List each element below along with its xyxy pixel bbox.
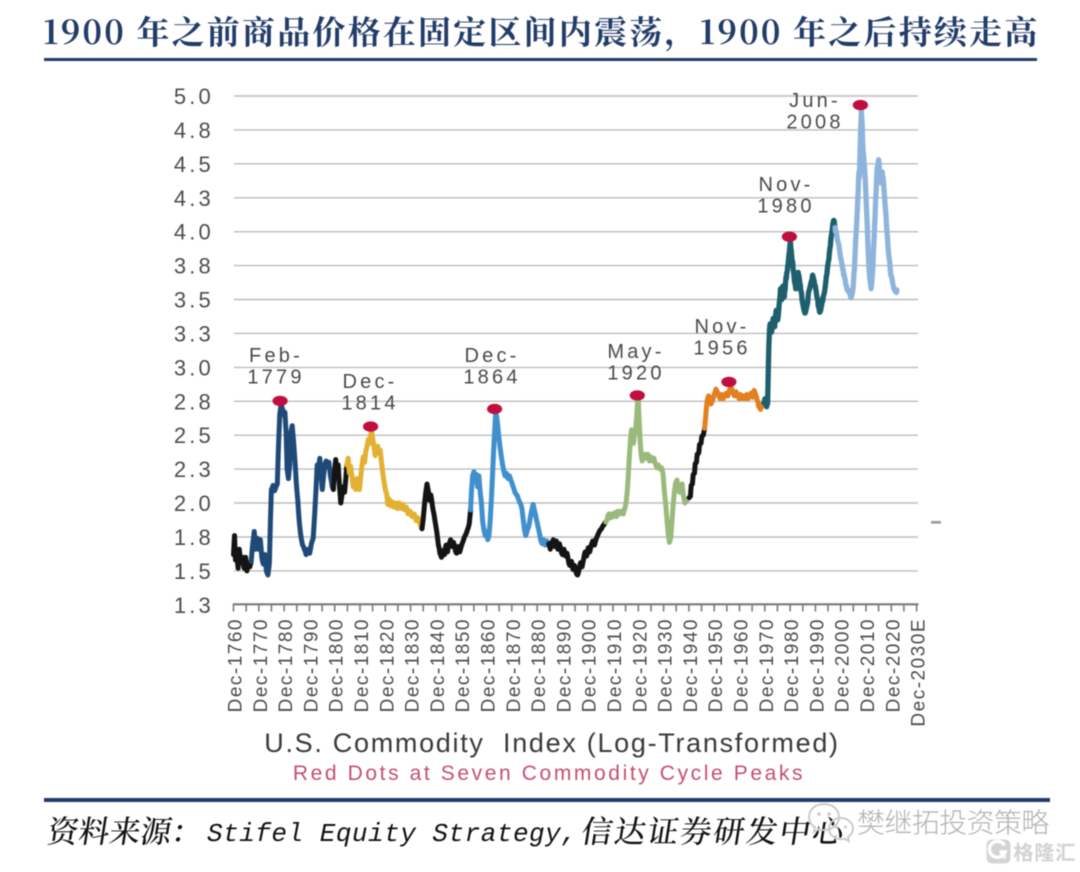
svg-text:Dec-1810: Dec-1810 xyxy=(352,618,373,712)
svg-text:Red Dots at Seven Commodity Cy: Red Dots at Seven Commodity Cycle Peaks xyxy=(293,762,805,785)
svg-text:Dec-1930: Dec-1930 xyxy=(656,618,677,712)
svg-text:Feb-: Feb- xyxy=(249,345,303,367)
svg-text:Dec-1890: Dec-1890 xyxy=(554,618,575,712)
svg-text:U.S. Commodity Index (Log-Tra: U.S. Commodity Index (Log-Transformed) xyxy=(264,728,839,758)
svg-text:1779: 1779 xyxy=(247,367,304,389)
svg-text:3.8: 3.8 xyxy=(174,254,214,279)
svg-text:Dec-2000: Dec-2000 xyxy=(833,618,854,712)
svg-text:1814: 1814 xyxy=(341,393,398,415)
svg-text:1.3: 1.3 xyxy=(174,593,214,618)
svg-text:Dec-1780: Dec-1780 xyxy=(276,618,297,712)
svg-text:Dec-1790: Dec-1790 xyxy=(301,618,322,712)
svg-text:Jun-: Jun- xyxy=(789,90,841,112)
svg-text:Dec-1980: Dec-1980 xyxy=(782,618,803,712)
svg-text:Dec-1860: Dec-1860 xyxy=(479,618,500,712)
svg-text:1956: 1956 xyxy=(693,338,750,360)
svg-text:4.0: 4.0 xyxy=(174,220,214,245)
svg-text:Dec-1990: Dec-1990 xyxy=(807,618,828,712)
svg-text:2.5: 2.5 xyxy=(174,423,214,448)
svg-text:Dec-1880: Dec-1880 xyxy=(529,618,550,712)
svg-text:4.8: 4.8 xyxy=(174,118,214,143)
svg-text:Nov-: Nov- xyxy=(758,174,813,196)
svg-text:Nov-: Nov- xyxy=(694,316,749,338)
svg-text:Dec-2030E: Dec-2030E xyxy=(909,618,930,727)
svg-text:Dec-1830: Dec-1830 xyxy=(403,618,424,712)
svg-text:Dec-: Dec- xyxy=(464,345,519,367)
svg-text:Dec-1800: Dec-1800 xyxy=(327,618,348,712)
svg-text:1980: 1980 xyxy=(757,196,814,218)
svg-text:4.3: 4.3 xyxy=(174,186,214,211)
svg-text:Dec-: Dec- xyxy=(342,371,397,393)
svg-text:2.8: 2.8 xyxy=(174,389,214,414)
svg-text:Dec-1950: Dec-1950 xyxy=(706,618,727,712)
svg-text:Dec-2010: Dec-2010 xyxy=(858,618,879,712)
svg-text:Dec-1850: Dec-1850 xyxy=(453,618,474,712)
svg-text:1.5: 1.5 xyxy=(174,559,214,584)
svg-text:2.0: 2.0 xyxy=(174,491,214,516)
svg-text:Dec-1960: Dec-1960 xyxy=(732,618,753,712)
svg-text:Dec-1920: Dec-1920 xyxy=(630,618,651,712)
svg-text:Dec-1870: Dec-1870 xyxy=(504,618,525,712)
svg-text:2008: 2008 xyxy=(786,112,843,134)
svg-text:1.8: 1.8 xyxy=(174,525,214,550)
svg-text:3.5: 3.5 xyxy=(174,288,214,313)
svg-text:1920: 1920 xyxy=(607,363,664,385)
svg-text:5.0: 5.0 xyxy=(174,84,214,109)
svg-text:Dec-2020: Dec-2020 xyxy=(883,618,904,712)
svg-text:Dec-1770: Dec-1770 xyxy=(251,618,272,712)
svg-text:3.3: 3.3 xyxy=(174,321,214,346)
svg-text:Dec-1940: Dec-1940 xyxy=(681,618,702,712)
svg-text:Dec-1840: Dec-1840 xyxy=(428,618,449,712)
svg-text:Dec-1970: Dec-1970 xyxy=(757,618,778,712)
svg-text:Dec-1820: Dec-1820 xyxy=(377,618,398,712)
svg-text:May-: May- xyxy=(607,341,664,363)
svg-text:Dec-1900: Dec-1900 xyxy=(580,618,601,712)
svg-text:2.3: 2.3 xyxy=(174,457,214,482)
svg-text:Dec-1910: Dec-1910 xyxy=(605,618,626,712)
svg-text:Dec-1760: Dec-1760 xyxy=(226,618,247,712)
svg-text:3.0: 3.0 xyxy=(174,355,214,380)
svg-text:4.5: 4.5 xyxy=(174,152,214,177)
svg-text:1864: 1864 xyxy=(463,367,520,389)
